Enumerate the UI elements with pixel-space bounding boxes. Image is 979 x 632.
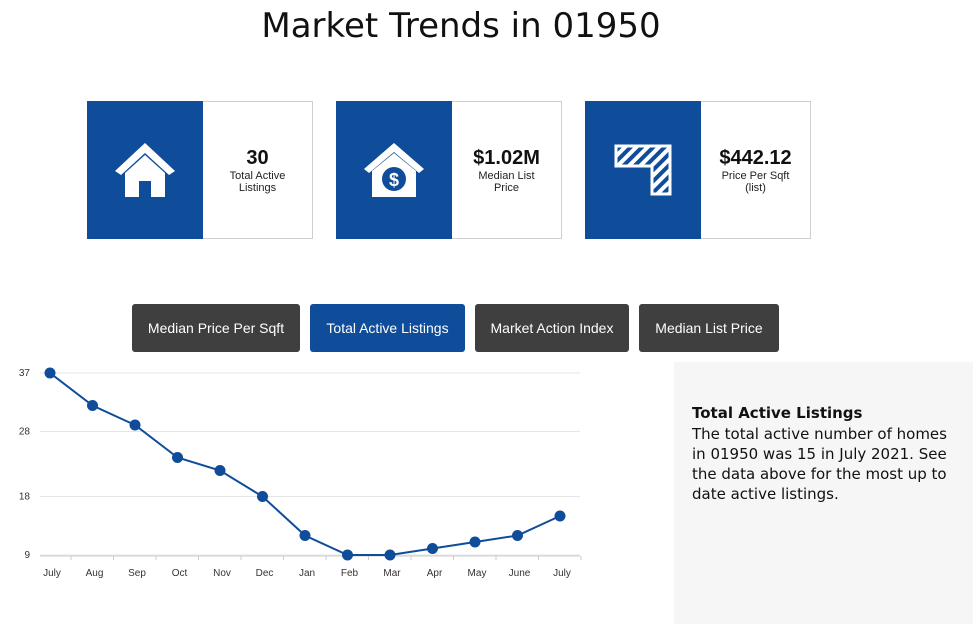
- info-body: The total active number of homes in 0195…: [692, 425, 947, 503]
- tab-median-price-per-sqft[interactable]: Median Price Per Sqft: [132, 304, 300, 352]
- info-title: Total Active Listings: [692, 404, 863, 422]
- data-point: [384, 549, 396, 561]
- y-tick-label: 28: [19, 427, 31, 438]
- data-point: [342, 549, 353, 561]
- tab-total-active-listings[interactable]: Total Active Listings: [310, 304, 465, 352]
- x-tick-label: July: [553, 568, 571, 579]
- house-icon: [115, 143, 175, 197]
- tab-median-list-price[interactable]: Median List Price: [639, 304, 779, 352]
- stat-label: Total Active Listings: [229, 169, 286, 194]
- house-icon-box: [87, 101, 203, 239]
- data-point: [512, 530, 523, 541]
- y-tick-label: 18: [19, 492, 31, 503]
- x-tick-label: Apr: [427, 568, 443, 579]
- x-tick-label: Mar: [383, 568, 401, 579]
- data-point: [257, 491, 268, 502]
- x-tick-label: July: [43, 568, 61, 579]
- data-point: [172, 452, 183, 463]
- stat-value: $442.12: [719, 146, 792, 169]
- x-tick-label: Oct: [172, 568, 188, 579]
- data-point: [129, 419, 141, 431]
- stat-card-median-list-price: $ $1.02M Median List Price: [336, 101, 562, 239]
- data-point: [299, 530, 311, 541]
- stat-label: Median List Price: [478, 169, 535, 194]
- x-tick-label: Aug: [86, 568, 104, 579]
- data-point: [469, 536, 481, 548]
- house-dollar-icon: $: [364, 143, 424, 197]
- y-tick-label: 37: [19, 368, 31, 379]
- y-tick-label: 9: [24, 550, 30, 561]
- x-tick-label: May: [468, 568, 487, 579]
- x-tick-label: Feb: [341, 568, 359, 579]
- data-point: [554, 510, 566, 522]
- x-tick-label: Dec: [256, 568, 274, 579]
- sqft-icon-box: [585, 101, 701, 239]
- stat-label: Price Per Sqft (list): [721, 169, 790, 194]
- info-panel: Total Active Listings The total active n…: [674, 362, 973, 624]
- svg-text:$: $: [389, 170, 399, 190]
- x-tick-label: Sep: [128, 568, 146, 579]
- listings-line-chart: 9 18 28 37 July Aug Sep Oct Nov Dec Jan Feb Mar Apr Ma…: [19, 367, 582, 579]
- x-tick-label: Jan: [299, 568, 315, 579]
- data-point: [44, 367, 56, 379]
- sqft-hatch-icon: [614, 144, 672, 196]
- page-title: Market Trends in 01950: [261, 6, 661, 46]
- data-point: [87, 400, 98, 411]
- stat-card-total-listings: 30 Total Active Listings: [87, 101, 313, 239]
- stat-card-price-per-sqft: $442.12 Price Per Sqft (list): [585, 101, 811, 239]
- x-tick-label: Nov: [213, 568, 231, 579]
- data-point: [427, 543, 438, 554]
- series-line: [49, 372, 561, 556]
- x-tick-label: June: [509, 568, 531, 579]
- house-dollar-icon-box: $: [336, 101, 452, 239]
- stat-value: $1.02M: [473, 146, 540, 169]
- tab-market-action-index[interactable]: Market Action Index: [475, 304, 629, 352]
- data-point: [214, 465, 226, 476]
- stat-value: 30: [246, 146, 269, 169]
